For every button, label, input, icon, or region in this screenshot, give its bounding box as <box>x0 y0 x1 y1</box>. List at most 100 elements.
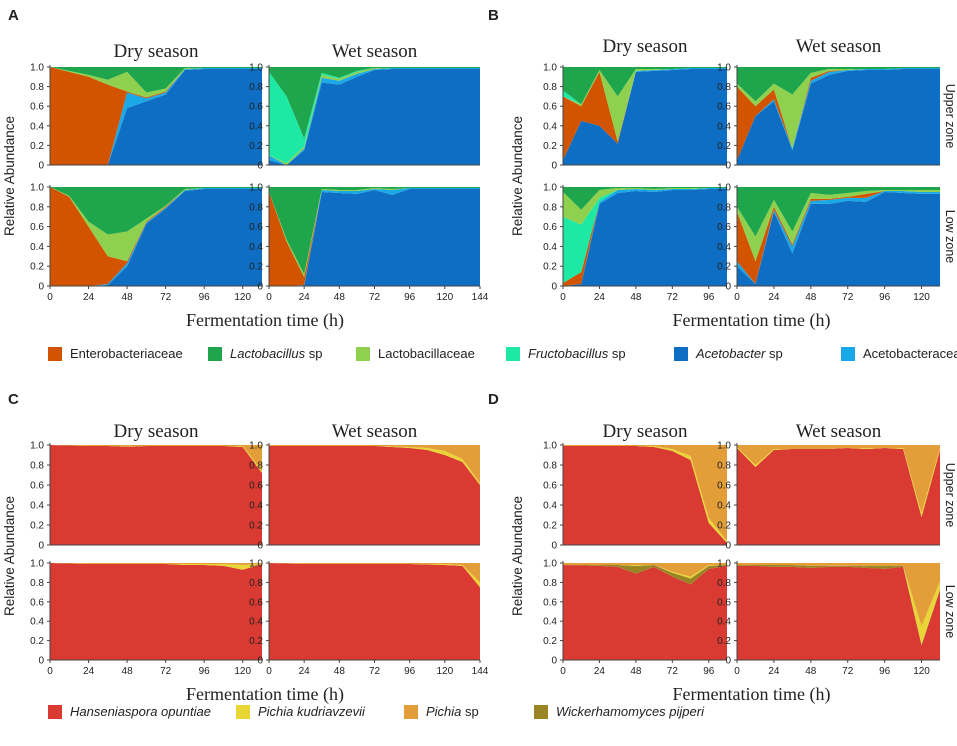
subplot-C-wet-1: 0 0.2 0.4 0.6 0.8 1.0 <box>249 441 480 552</box>
y-tick-label: 0.8 <box>543 461 557 472</box>
y-tick-label: 0.4 <box>543 617 557 628</box>
y-tick-label: 0.8 <box>30 82 44 93</box>
x-axis-label: Fermentation time (h) <box>673 310 831 331</box>
y-tick-label: 0.6 <box>543 222 557 233</box>
legend-yeast: Hanseniaspora opuntiae Pichia kudriavzevi… <box>48 704 705 719</box>
area-C-wet-2-pichia-kudriavzevii <box>269 563 480 588</box>
legend-label-enterobacteriaceae: Enterobacteriaceae <box>70 346 183 361</box>
y-tick-label: 1.0 <box>717 441 731 452</box>
y-tick-label: 0.8 <box>30 461 44 472</box>
area-B-wet-upper-acetobacter-sp <box>737 68 940 165</box>
area-D-dry-low-pichia-sp <box>563 563 727 577</box>
x-tick-label: 120 <box>436 292 453 303</box>
x-tick-label: 120 <box>234 666 251 677</box>
x-tick-label: 24 <box>299 666 311 677</box>
panel-label-d: D <box>488 391 499 408</box>
subplot-A-dry-2: 0 0.2 0.4 0.6 0.8 1.0 0 24 48 72 96 120 <box>30 183 262 303</box>
x-tick-label: 120 <box>234 292 251 303</box>
season-title-dry: Dry season <box>603 421 688 442</box>
x-tick-label: 96 <box>404 666 416 677</box>
subplot-B-wet-low: 0 0.2 0.4 0.6 0.8 1.0 0 24 48 72 96 120 <box>717 183 940 303</box>
x-tick-label: 72 <box>160 292 172 303</box>
x-axis-label: Fermentation time (h) <box>673 684 831 705</box>
y-tick-label: 0.2 <box>30 262 44 273</box>
y-tick-label: 0.6 <box>543 102 557 113</box>
y-axis-label: Relative Abundance <box>2 116 17 236</box>
legend-label-pichia-sp: Pichia sp <box>426 704 479 719</box>
x-tick-label: 0 <box>47 292 53 303</box>
y-tick-label: 0 <box>725 656 731 667</box>
x-axis-label: Fermentation time (h) <box>186 684 344 705</box>
y-tick-label: 1.0 <box>30 559 44 570</box>
y-tick-label: 0.8 <box>30 578 44 589</box>
legend-label-acetobacter-sp: Acetobacter sp <box>695 346 783 361</box>
subplot-C-dry-1: 0 0.2 0.4 0.6 0.8 1.0 <box>30 441 262 552</box>
x-tick-label: 48 <box>630 292 642 303</box>
area-A-wet-2-lactobacillus-sp <box>269 187 480 275</box>
subplot-D-wet-upper: 0 0.2 0.4 0.6 0.8 1.0 <box>717 441 940 552</box>
area-B-wet-upper-lactobacillaceae <box>737 67 940 149</box>
area-A-dry-1-acetobacter-sp <box>50 68 262 165</box>
y-tick-label: 1.0 <box>717 63 731 74</box>
x-tick-label: 96 <box>879 666 891 677</box>
x-tick-label: 72 <box>369 292 381 303</box>
y-tick-label: 0.6 <box>717 597 731 608</box>
y-tick-label: 0.6 <box>30 102 44 113</box>
season-title-wet: Wet season <box>332 421 418 442</box>
x-tick-label: 120 <box>913 666 930 677</box>
x-tick-label: 48 <box>334 292 346 303</box>
legend-label-hanseniaspora-opuntiae: Hanseniaspora opuntiae <box>70 704 211 719</box>
area-A-dry-2-enterobacteriaceae <box>50 187 262 286</box>
y-tick-label: 1.0 <box>30 63 44 74</box>
y-tick-label: 0.8 <box>543 202 557 213</box>
x-tick-label: 0 <box>734 292 740 303</box>
x-tick-label: 48 <box>122 292 134 303</box>
y-tick-label: 0.8 <box>717 461 731 472</box>
legend-label-pichia-kudriavzevii: Pichia kudriavzevii <box>258 704 366 719</box>
area-A-wet-1-acetobacter-sp <box>269 68 480 165</box>
legend-label-wickerhamomyces-pijperi: Wickerhamomyces pijperi <box>556 704 705 719</box>
area-B-wet-low-acetobacter-sp <box>737 191 940 286</box>
x-tick-label: 72 <box>667 666 679 677</box>
x-tick-label: 120 <box>436 666 453 677</box>
x-tick-label: 96 <box>199 292 211 303</box>
legend-bacteria: Enterobacteriaceae Lactobacillus sp Lactob… <box>48 346 957 361</box>
subplot-C-wet-2: 0 0.2 0.4 0.6 0.8 1.0 0 24 48 72 96 120 144 <box>249 559 489 678</box>
y-tick-label: 0.8 <box>543 82 557 93</box>
zone-label-upper: Upper zone <box>943 84 957 149</box>
x-tick-label: 96 <box>199 666 211 677</box>
x-tick-label: 96 <box>879 292 891 303</box>
season-title-wet: Wet season <box>796 421 882 442</box>
x-tick-label: 72 <box>369 666 381 677</box>
legend-swatch-acetobacter-sp <box>674 347 688 361</box>
area-B-wet-upper-lactobacillus-sp <box>737 67 940 102</box>
y-tick-label: 1.0 <box>249 559 263 570</box>
area-B-dry-low-acetobacter-sp <box>563 188 727 286</box>
area-A-wet-1-fructobacillus-sp <box>269 67 480 164</box>
area-B-wet-upper-acetobacteraceae <box>737 67 940 161</box>
area-B-dry-upper-lactobacillaceae <box>563 67 727 142</box>
x-tick-label: 96 <box>703 292 715 303</box>
y-tick-label: 0 <box>38 282 44 293</box>
legend-swatch-enterobacteriaceae <box>48 347 62 361</box>
y-tick-label: 0.2 <box>717 521 731 532</box>
subplot-D-wet-low: 0 0.2 0.4 0.6 0.8 1.0 0 24 48 72 96 120 <box>717 559 940 677</box>
subplot-B-dry-low: 0 0.2 0.4 0.6 0.8 1.0 0 24 48 72 96 <box>543 183 727 303</box>
subplot-B-dry-upper: 0 0.2 0.4 0.6 0.8 1.0 <box>543 63 727 172</box>
area-D-wet-low-wickerhamomyces-pijperi <box>737 564 940 646</box>
area-A-dry-2-lactobacillaceae <box>50 187 262 262</box>
y-tick-label: 0 <box>725 161 731 172</box>
area-C-wet-1-pichia-sp <box>269 445 480 483</box>
area-B-dry-low-enterobacteriaceae <box>563 187 727 286</box>
y-tick-label: 0.4 <box>717 121 731 132</box>
area-B-dry-low-lactobacillaceae <box>563 187 727 225</box>
legend-label-lactobacillaceae: Lactobacillaceae <box>378 346 475 361</box>
area-B-dry-upper-enterobacteriaceae <box>563 67 727 161</box>
area-B-wet-low-lactobacillaceae <box>737 189 940 262</box>
y-tick-label: 0.4 <box>543 242 557 253</box>
x-tick-label: 96 <box>404 292 416 303</box>
legend-label-lactobacillus-sp: Lactobacillus sp <box>230 346 323 361</box>
y-tick-label: 0.6 <box>543 481 557 492</box>
y-tick-label: 0.2 <box>717 141 731 152</box>
